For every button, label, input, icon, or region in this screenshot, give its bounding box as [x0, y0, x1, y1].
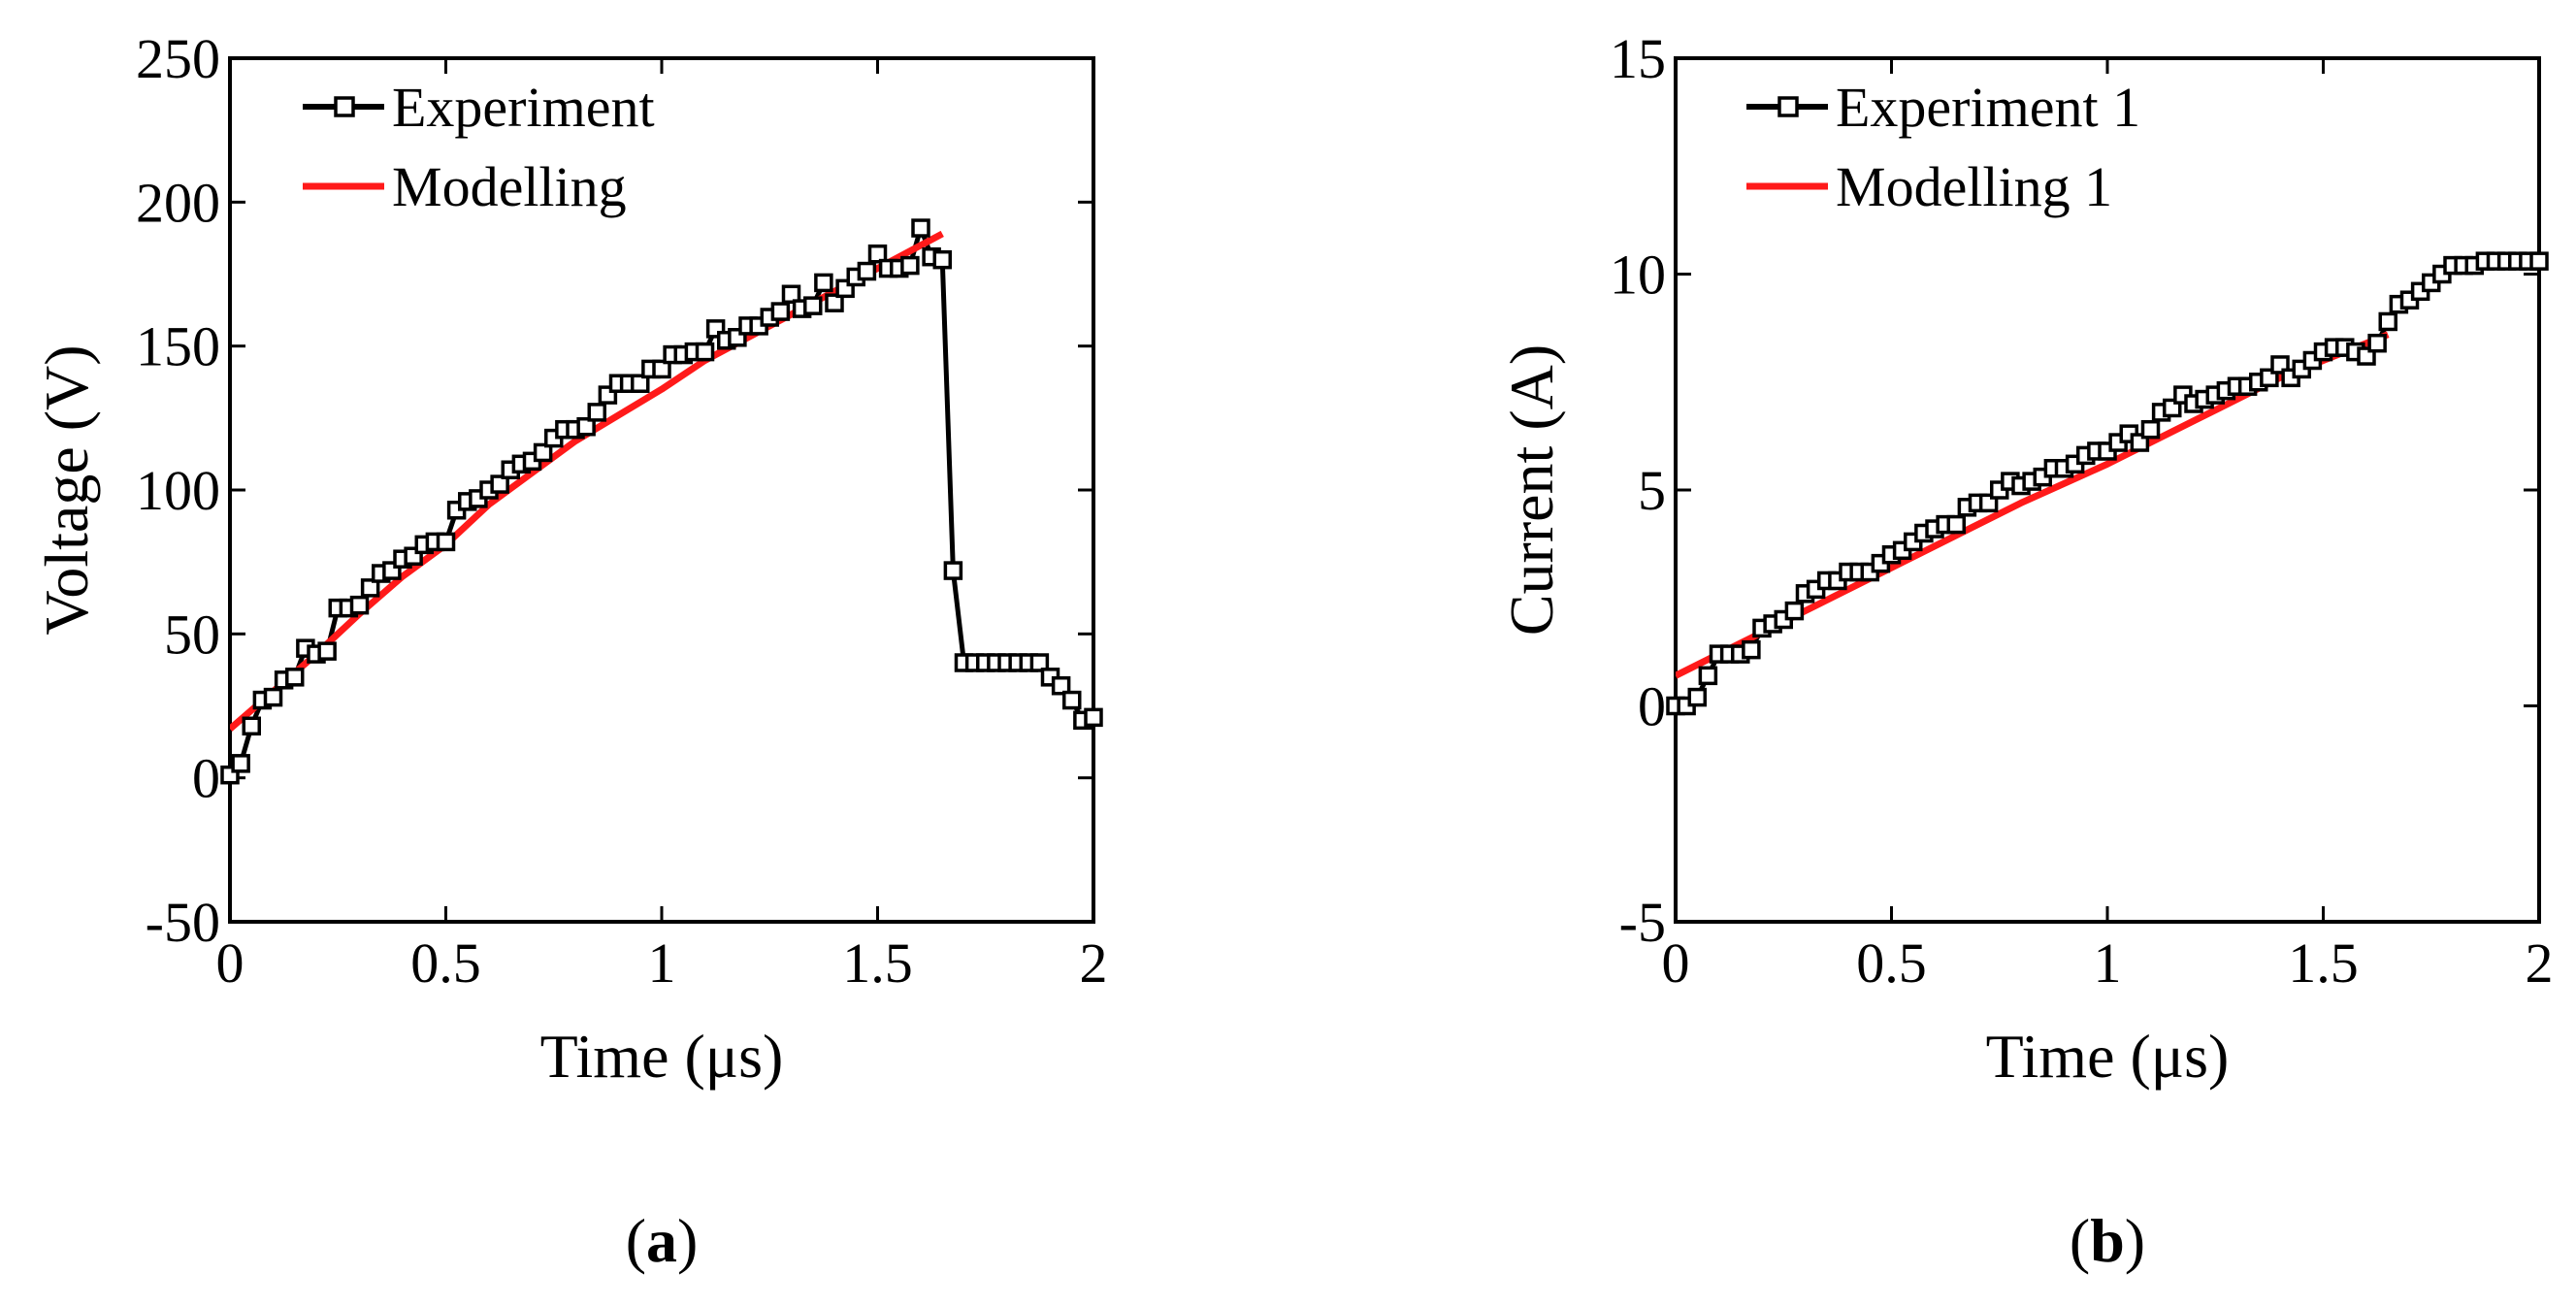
experiment-point	[695, 342, 715, 362]
experiment-point	[770, 302, 791, 321]
y-tick-label: 5	[1638, 459, 1666, 522]
y-tick-label: 250	[136, 27, 220, 90]
y-tick-label: 50	[164, 603, 220, 666]
experiment-point	[825, 293, 844, 312]
experiment-point	[652, 359, 671, 379]
experiment-point	[803, 296, 823, 315]
experiment-point	[2529, 251, 2549, 271]
experiment-point	[587, 403, 606, 422]
x-tick-label: 1	[2094, 931, 2122, 995]
experiment-point	[263, 687, 283, 707]
experiment-point	[1742, 639, 1761, 660]
experiment-point	[900, 255, 920, 276]
x-axis-title: Time (μs)	[1986, 1022, 2230, 1091]
y-axis-title: Current (A)	[1497, 344, 1566, 636]
y-tick-label: 10	[1610, 244, 1666, 307]
experiment-point	[533, 442, 553, 463]
experiment-point	[1084, 707, 1103, 728]
experiment-point	[857, 261, 877, 281]
y-tick-label: 200	[136, 171, 220, 234]
experiment-point	[1051, 675, 1071, 696]
x-tick-label: 2	[2526, 931, 2554, 995]
y-tick-label: 15	[1610, 27, 1666, 90]
panel-letter: a	[646, 1206, 677, 1275]
y-tick-label: 100	[136, 459, 220, 522]
x-tick-label: 2	[1080, 931, 1108, 995]
y-tick-label: 0	[1638, 675, 1666, 738]
x-tick-label: 0	[216, 931, 245, 995]
experiment-series-line	[230, 225, 1093, 777]
experiment-point	[814, 273, 833, 293]
experiment-point	[2367, 333, 2387, 353]
x-tick-label: 1.5	[842, 931, 913, 995]
experiment-point	[2140, 419, 2161, 440]
experiment-point	[867, 244, 888, 264]
experiment-point	[436, 532, 456, 552]
x-axis-title: Time (μs)	[540, 1022, 784, 1091]
experiment-point	[285, 668, 305, 687]
y-tick-label: 150	[136, 315, 220, 378]
legend-experiment-label: Experiment	[392, 76, 655, 139]
y-axis-title: Voltage (V)	[32, 344, 101, 635]
experiment-point	[317, 641, 337, 661]
y-tick-label: -50	[146, 891, 220, 954]
experiment-point	[490, 474, 509, 494]
experiment-point	[1687, 687, 1707, 707]
y-tick-label: 0	[192, 747, 220, 810]
legend-modelling-label: Modelling	[392, 155, 627, 218]
x-tick-label: 1	[648, 931, 676, 995]
x-tick-label: 0	[1662, 931, 1690, 995]
experiment-point	[360, 578, 380, 598]
experiment-point	[1946, 514, 1966, 535]
experiment-point	[1784, 601, 1805, 621]
panel-letter: b	[2090, 1206, 2125, 1275]
legend-experiment-label: Experiment 1	[1836, 76, 2140, 139]
x-tick-label: 0.5	[1856, 931, 1927, 995]
experiment-point	[1698, 666, 1718, 686]
x-tick-label: 1.5	[2288, 931, 2359, 995]
legend-experiment-marker	[1777, 96, 1799, 117]
experiment-point	[242, 716, 261, 736]
panel-label: (a)	[626, 1206, 699, 1275]
experiment-point	[943, 561, 963, 580]
experiment-series-line	[1676, 258, 2539, 708]
panel-label: (b)	[2070, 1206, 2145, 1275]
experiment-point	[932, 249, 952, 270]
experiment-point	[911, 218, 930, 238]
experiment-point	[2378, 311, 2397, 332]
experiment-point	[781, 284, 801, 305]
x-tick-label: 0.5	[410, 931, 481, 995]
experiment-point	[631, 374, 650, 393]
experiment-point	[576, 416, 596, 437]
experiment-point	[231, 754, 250, 773]
legend-experiment-marker	[334, 96, 355, 117]
experiment-point	[1062, 690, 1082, 710]
y-tick-label: -5	[1619, 891, 1666, 954]
experiment-point	[1029, 653, 1050, 672]
legend-modelling-label: Modelling 1	[1836, 155, 2112, 218]
experiment-point	[349, 595, 370, 615]
